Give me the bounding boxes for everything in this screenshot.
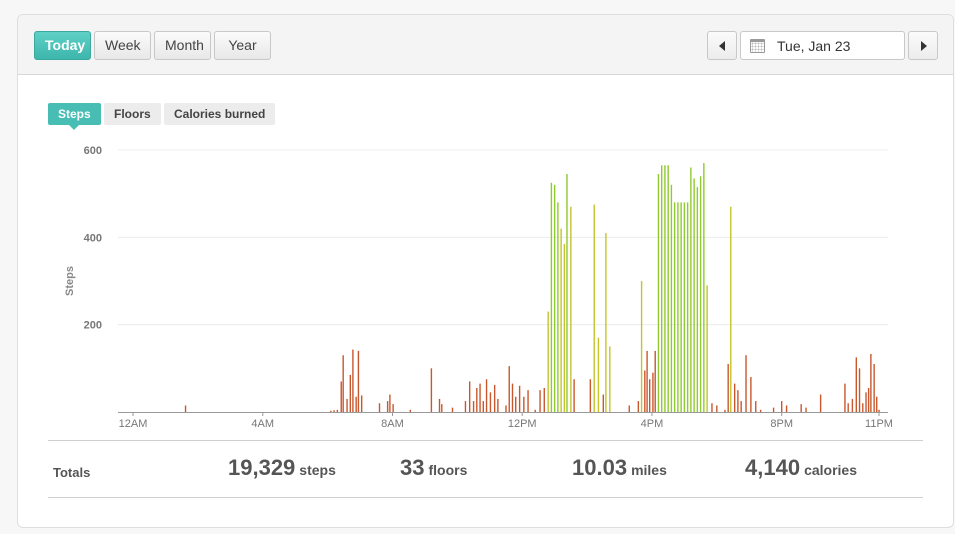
period-month-button[interactable]: Month <box>154 31 211 60</box>
totals-label: Totals <box>53 465 91 480</box>
total-steps: 19,329 steps <box>228 455 336 481</box>
steps-chart: 200 400 600 Steps 12AM 4AM 8AM 12PM 4PM 8PM 11PM <box>64 145 893 430</box>
tab-floors[interactable]: Floors <box>104 103 161 125</box>
total-miles-unit: miles <box>631 462 667 478</box>
previous-day-button[interactable] <box>707 31 737 60</box>
period-week-button[interactable]: Week <box>94 31 151 60</box>
next-day-button[interactable] <box>908 31 938 60</box>
totals-top-divider <box>48 440 923 441</box>
x-tick-label: 4PM <box>641 418 664 430</box>
x-tick-label: 8PM <box>770 418 793 430</box>
x-tick-label: 4AM <box>251 418 274 430</box>
total-miles-value: 10.03 <box>572 455 628 480</box>
y-axis-label: Steps <box>64 266 76 296</box>
period-year-button[interactable]: Year <box>214 31 271 60</box>
tab-calories-burned[interactable]: Calories burned <box>164 103 276 125</box>
y-tick-label: 600 <box>84 145 102 157</box>
calendar-icon <box>750 39 765 53</box>
total-floors-unit: floors <box>428 462 468 478</box>
x-tick-label: 8AM <box>381 418 404 430</box>
activity-card: Today Week Month Year Tue, Jan 23 Steps … <box>17 14 954 528</box>
total-miles: 10.03 miles <box>572 455 667 481</box>
tab-steps[interactable]: Steps <box>48 103 101 130</box>
total-steps-unit: steps <box>299 462 336 478</box>
x-tick-label: 12AM <box>119 418 148 430</box>
y-tick-label: 400 <box>84 232 102 244</box>
total-steps-value: 19,329 <box>228 455 296 480</box>
total-calories: 4,140 calories <box>745 455 857 481</box>
total-calories-unit: calories <box>804 462 857 478</box>
toolbar: Today Week Month Year Tue, Jan 23 <box>18 15 953 75</box>
x-tick-label: 12PM <box>508 418 537 430</box>
total-floors: 33 floors <box>400 455 467 481</box>
date-picker[interactable]: Tue, Jan 23 <box>740 31 905 60</box>
total-floors-value: 33 <box>400 455 425 480</box>
period-today-button[interactable]: Today <box>34 31 91 60</box>
date-picker-value: Tue, Jan 23 <box>777 38 851 54</box>
caret-right-icon <box>921 41 927 51</box>
y-tick-label: 200 <box>84 320 102 332</box>
totals-bottom-divider <box>48 497 923 498</box>
x-tick-label: 11PM <box>865 418 893 430</box>
total-calories-value: 4,140 <box>745 455 801 480</box>
caret-left-icon <box>719 41 725 51</box>
